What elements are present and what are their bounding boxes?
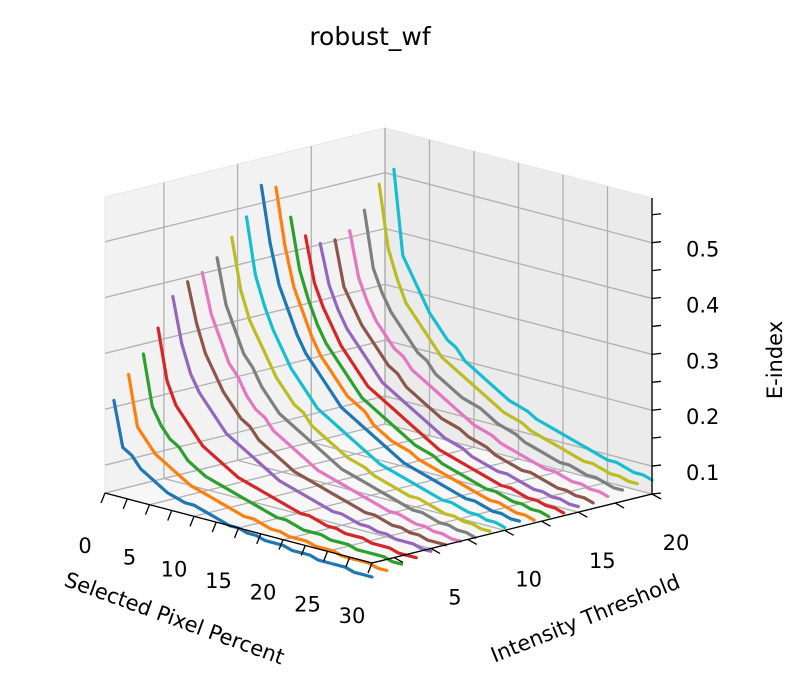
z-tick-label: 0.4	[686, 294, 719, 318]
series-line	[230, 235, 492, 533]
series-line	[156, 326, 418, 560]
z-grid-line	[104, 339, 653, 411]
series-line	[377, 182, 639, 486]
axis-lines: 0 5 10 15 20 25 30 5 10 15 20 0.1 0.2 0.3 0.4 0.5	[78, 198, 719, 628]
series-line	[303, 234, 566, 515]
y-tick-label: 10	[515, 567, 542, 591]
z-tick	[651, 380, 662, 383]
z-tick	[651, 464, 662, 467]
z-grid-line	[104, 172, 653, 244]
z-tick	[651, 296, 662, 300]
series-line	[333, 238, 595, 505]
y-tick-label: 15	[589, 549, 616, 573]
y-tick	[467, 538, 478, 545]
z-tick	[651, 352, 662, 356]
x-tick	[367, 562, 373, 574]
z-tick-label: 0.5	[686, 238, 719, 262]
series-line	[289, 215, 551, 519]
z-tick	[651, 213, 662, 216]
series-line	[215, 256, 477, 540]
z-tick	[651, 408, 662, 411]
x-tick	[144, 504, 151, 515]
x-tick-label: 30	[339, 604, 366, 628]
x-tick	[100, 492, 106, 504]
series-lines	[112, 167, 654, 579]
series-line	[244, 215, 507, 530]
x-tick-label: 10	[161, 557, 188, 581]
series-line	[348, 229, 610, 499]
x-tick	[300, 545, 306, 556]
x-tick	[256, 533, 262, 545]
x-tick	[278, 539, 284, 550]
y-tick	[614, 502, 625, 509]
y-tick-label: 5	[448, 585, 461, 609]
y-axis-line	[371, 493, 653, 564]
x-tick-label: 15	[205, 569, 232, 593]
z-tick-label: 0.3	[686, 349, 719, 373]
series-line	[274, 185, 536, 522]
series-line	[112, 398, 374, 579]
series-line	[362, 208, 625, 492]
series-line	[392, 167, 654, 482]
x-tick-label: 0	[78, 534, 91, 558]
z-tick	[651, 241, 662, 244]
series-line	[259, 183, 522, 523]
y-tick	[504, 529, 514, 536]
y-tick	[578, 511, 588, 518]
series-line	[127, 372, 389, 573]
series-line	[141, 352, 404, 566]
x-tick	[211, 521, 217, 533]
x-tick	[189, 516, 195, 527]
y-tick-label: 20	[663, 531, 690, 555]
x-tick	[167, 510, 173, 521]
z-tick-label: 0.2	[686, 405, 719, 429]
y-grid-line	[163, 182, 432, 550]
z-axis-label: E-index	[763, 321, 787, 399]
y-tick	[651, 493, 662, 500]
series-line	[318, 241, 580, 509]
y-tick	[393, 556, 404, 564]
z-tick-label: 0.1	[686, 461, 719, 485]
z-tick	[651, 492, 662, 495]
y-tick	[541, 520, 551, 527]
series-line	[200, 270, 462, 543]
x-tick	[122, 498, 128, 510]
x-tick	[233, 527, 240, 539]
x-tick	[345, 556, 351, 568]
z-tick	[651, 324, 662, 328]
x-tick	[322, 551, 329, 562]
z-tick	[651, 436, 662, 439]
chart-title: robust_wf	[309, 22, 432, 51]
series-line	[186, 280, 448, 547]
y-tick	[430, 547, 441, 555]
x-tick-label: 25	[294, 592, 321, 616]
z-tick	[651, 268, 662, 272]
x-tick-label: 5	[123, 546, 136, 570]
x-tick-label: 20	[250, 581, 277, 605]
series-line	[171, 294, 433, 553]
